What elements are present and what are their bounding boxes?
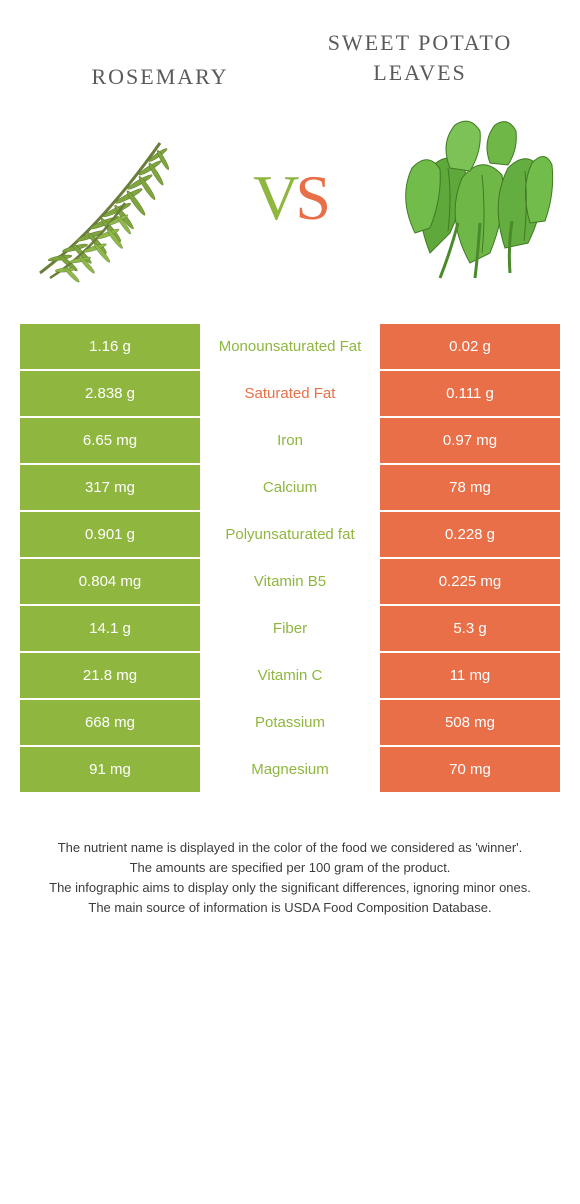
vs-s: S: [295, 162, 327, 233]
sweet-potato-leaves-image: [380, 108, 560, 288]
value-left: 317 mg: [20, 465, 200, 510]
vs-label: VS: [253, 161, 327, 235]
table-row: 317 mgCalcium78 mg: [20, 465, 560, 510]
value-right: 0.111 g: [380, 371, 560, 416]
nutrient-label: Vitamin C: [200, 653, 380, 698]
rosemary-image: [20, 108, 200, 288]
value-right: 11 mg: [380, 653, 560, 698]
footer: The nutrient name is displayed in the co…: [0, 794, 580, 919]
value-right: 0.02 g: [380, 324, 560, 369]
table-row: 0.804 mgVitamin B50.225 mg: [20, 559, 560, 604]
value-right: 70 mg: [380, 747, 560, 792]
value-left: 14.1 g: [20, 606, 200, 651]
value-right: 5.3 g: [380, 606, 560, 651]
value-right: 78 mg: [380, 465, 560, 510]
footer-line: The amounts are specified per 100 gram o…: [34, 858, 546, 878]
table-row: 91 mgMagnesium70 mg: [20, 747, 560, 792]
image-row: VS: [0, 90, 580, 324]
value-right: 0.97 mg: [380, 418, 560, 463]
nutrient-label: Calcium: [200, 465, 380, 510]
nutrient-label: Iron: [200, 418, 380, 463]
footer-line: The nutrient name is displayed in the co…: [34, 838, 546, 858]
vs-v: V: [253, 162, 295, 233]
value-left: 91 mg: [20, 747, 200, 792]
nutrient-label: Polyunsaturated fat: [200, 512, 380, 557]
title-right: SWEET POTATO LEAVES: [290, 28, 550, 87]
value-right: 0.225 mg: [380, 559, 560, 604]
value-left: 6.65 mg: [20, 418, 200, 463]
value-left: 21.8 mg: [20, 653, 200, 698]
nutrient-label: Vitamin B5: [200, 559, 380, 604]
nutrient-table: 1.16 gMonounsaturated Fat0.02 g2.838 gSa…: [0, 324, 580, 792]
table-row: 1.16 gMonounsaturated Fat0.02 g: [20, 324, 560, 369]
value-left: 2.838 g: [20, 371, 200, 416]
value-left: 668 mg: [20, 700, 200, 745]
nutrient-label: Fiber: [200, 606, 380, 651]
table-row: 6.65 mgIron0.97 mg: [20, 418, 560, 463]
value-left: 1.16 g: [20, 324, 200, 369]
table-row: 14.1 gFiber5.3 g: [20, 606, 560, 651]
value-right: 508 mg: [380, 700, 560, 745]
footer-line: The infographic aims to display only the…: [34, 878, 546, 898]
header: ROSEMARY SWEET POTATO LEAVES: [0, 0, 580, 90]
nutrient-label: Saturated Fat: [200, 371, 380, 416]
table-row: 0.901 gPolyunsaturated fat0.228 g: [20, 512, 560, 557]
value-left: 0.804 mg: [20, 559, 200, 604]
table-row: 2.838 gSaturated Fat0.111 g: [20, 371, 560, 416]
nutrient-label: Monounsaturated Fat: [200, 324, 380, 369]
table-row: 668 mgPotassium508 mg: [20, 700, 560, 745]
nutrient-label: Magnesium: [200, 747, 380, 792]
nutrient-label: Potassium: [200, 700, 380, 745]
title-left: ROSEMARY: [30, 28, 290, 90]
value-right: 0.228 g: [380, 512, 560, 557]
table-row: 21.8 mgVitamin C11 mg: [20, 653, 560, 698]
footer-line: The main source of information is USDA F…: [34, 898, 546, 918]
value-left: 0.901 g: [20, 512, 200, 557]
